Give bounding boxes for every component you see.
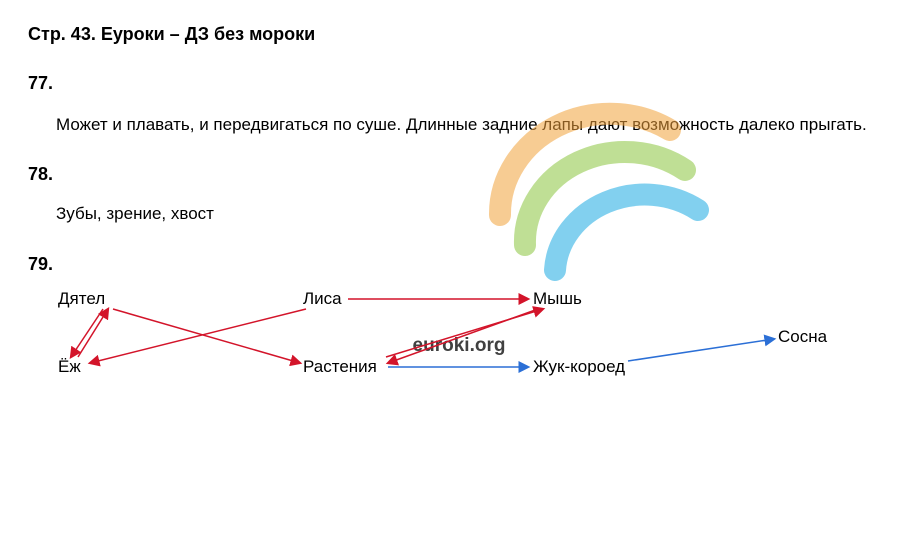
edge-zhuk-sosna	[628, 339, 774, 361]
diagram-node-ezh: Ёж	[58, 357, 81, 377]
diagram-node-zhuk: Жук-короед	[533, 357, 625, 377]
diagram-node-sosna: Сосна	[778, 327, 827, 347]
task-number-79: 79.	[28, 254, 890, 275]
task-body-77: Может и плавать, и передвигаться по суше…	[28, 108, 890, 142]
diagram-node-rast: Растения	[303, 357, 377, 377]
diagram-node-lisa: Лиса	[303, 289, 342, 309]
diagram-arrows	[28, 289, 888, 409]
task-number-77: 77.	[28, 73, 890, 94]
diagram-node-dyatel: Дятел	[58, 289, 105, 309]
task-body-78: Зубы, зрение, хвост	[28, 199, 890, 230]
food-chain-diagram: Дятел Лиса Мышь Ёж Растения Жук-короед Сосна	[28, 289, 888, 409]
edge-rast-mysh	[386, 309, 543, 357]
edge-ezh-dyatel	[78, 309, 108, 357]
page-header: Стр. 43. Еуроки – ДЗ без мороки	[28, 24, 890, 45]
task-number-78: 78.	[28, 164, 890, 185]
edge-dyatel-ezh	[71, 309, 103, 357]
diagram-node-mysh: Мышь	[533, 289, 582, 309]
page: Стр. 43. Еуроки – ДЗ без мороки 77. Може…	[0, 0, 918, 540]
